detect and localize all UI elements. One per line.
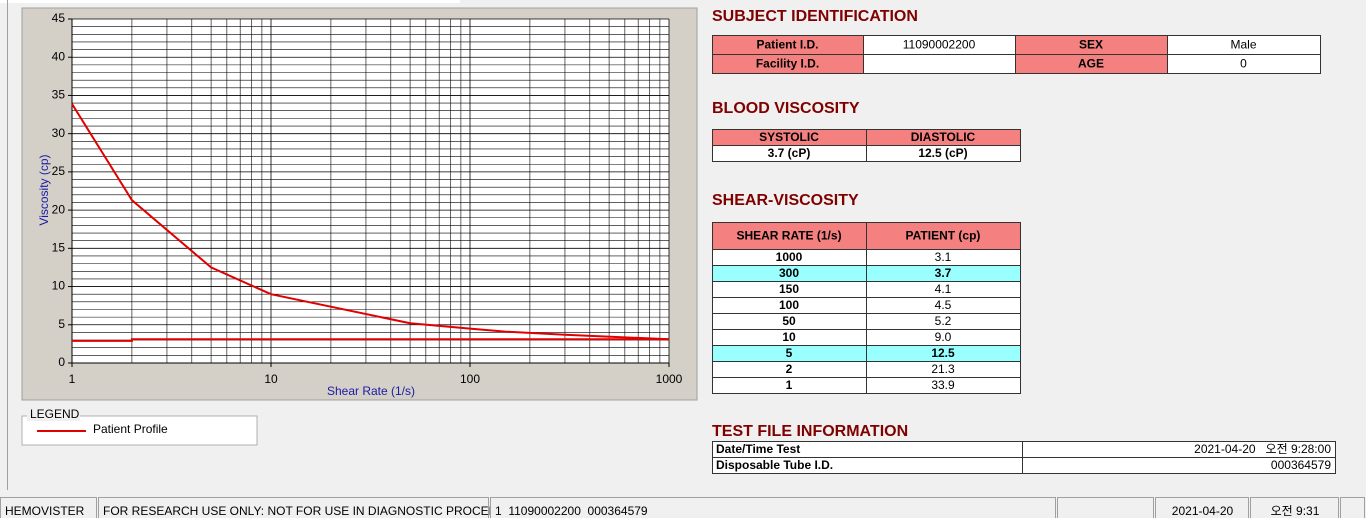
section-title: BLOOD VISCOSITY: [712, 100, 860, 117]
y-tick-label: 35: [52, 88, 66, 102]
cell-text: 5.2: [935, 314, 952, 328]
cell-text: 300: [779, 266, 799, 280]
y-tick-label: 5: [58, 317, 65, 331]
cell-text: 12.5 (cP): [918, 146, 967, 160]
x-tick-label: 1000: [656, 372, 683, 386]
x-tick-label: 100: [460, 372, 480, 386]
legend-title: LEGEND: [30, 407, 80, 421]
plot-area: [72, 19, 669, 363]
cell-text: 3.7: [935, 266, 952, 280]
cell-text: 000364579: [1271, 458, 1331, 472]
cell-text: PATIENT (cp): [906, 229, 981, 243]
cell-text: 2021-04-20 오전 9:28:00: [1194, 442, 1331, 456]
cell-text: 11090002200: [903, 38, 976, 52]
y-tick-label: 10: [52, 279, 66, 293]
table-cell: [863, 54, 1016, 74]
table-cell: [866, 377, 1021, 394]
y-tick-label: 40: [52, 49, 66, 63]
cell-text: AGE: [1078, 57, 1104, 71]
cell-text: Male: [1230, 38, 1256, 52]
status-text: 2021-04-20: [1172, 504, 1234, 518]
y-tick-label: 45: [52, 11, 66, 25]
table-cell: [1167, 54, 1321, 74]
table-cell: [1022, 457, 1336, 474]
legend-label: Patient Profile: [93, 422, 168, 436]
y-tick-label: 20: [52, 202, 66, 216]
cell-text: 9.0: [935, 330, 952, 344]
cell-text: 4.5: [935, 298, 952, 312]
x-tick-label: 1: [69, 372, 76, 386]
status-cell: [98, 497, 489, 518]
status-text: HEMOVISTER: [5, 504, 85, 518]
cell-text: 2: [786, 362, 793, 376]
cell-text: Patient I.D.: [756, 38, 818, 52]
cell-text: SEX: [1079, 38, 1103, 52]
cell-text: SHEAR RATE (1/s): [736, 229, 841, 243]
cell-text: 1000: [776, 250, 803, 264]
data-line: [72, 338, 669, 342]
cell-text: Facility I.D.: [756, 57, 819, 71]
table-cell: [866, 145, 1021, 162]
section-title: SHEAR-VISCOSITY: [712, 192, 859, 209]
cell-text: 12.5: [931, 346, 955, 360]
cell-text: 150: [779, 282, 799, 296]
status-text: 1 11090002200 000364579: [495, 504, 648, 518]
cell-text: Date/Time Test: [716, 442, 800, 456]
cell-text: 50: [782, 314, 796, 328]
cell-text: 0: [1240, 57, 1247, 71]
status-text: 오전 9:31: [1271, 504, 1320, 518]
y-tick-label: 0: [58, 355, 65, 369]
tab-strip: [0, 0, 460, 3]
status-cell: [1340, 497, 1365, 518]
cell-text: 33.9: [931, 378, 955, 392]
cell-text: 100: [779, 298, 799, 312]
x-axis-label: Shear Rate (1/s): [327, 384, 415, 398]
section-title: TEST FILE INFORMATION: [712, 423, 908, 440]
status-cell: [490, 497, 1056, 518]
data-line: [71, 103, 670, 341]
status-cell: [1057, 497, 1154, 518]
status-cell: [1250, 497, 1339, 518]
y-tick-label: 25: [52, 164, 66, 178]
cell-text: DIASTOLIC: [911, 130, 976, 144]
cell-text: 21.3: [931, 362, 955, 376]
y-tick-label: 15: [52, 241, 66, 255]
status-text: FOR RESEARCH USE ONLY: NOT FOR USE IN DI…: [103, 504, 531, 518]
y-tick-label: 30: [52, 126, 66, 140]
cell-text: 3.1: [935, 250, 952, 264]
legend-title-bg: [27, 409, 80, 421]
status-cell: [0, 497, 97, 518]
x-tick-label: 10: [264, 372, 278, 386]
cell-text: Disposable Tube I.D.: [716, 458, 833, 472]
cell-text: 10: [782, 330, 796, 344]
section-title: SUBJECT IDENTIFICATION: [712, 8, 918, 25]
cell-text: 1: [786, 378, 793, 392]
cell-text: SYSTOLIC: [759, 130, 819, 144]
y-axis-label: Viscosity (cp): [37, 154, 51, 225]
table-cell: [866, 222, 1021, 250]
cell-text: 4.1: [935, 282, 952, 296]
cell-text: 5: [786, 346, 793, 360]
status-cell: [1155, 497, 1249, 518]
table-cell: [712, 222, 867, 250]
cell-text: 3.7 (cP): [768, 146, 811, 160]
